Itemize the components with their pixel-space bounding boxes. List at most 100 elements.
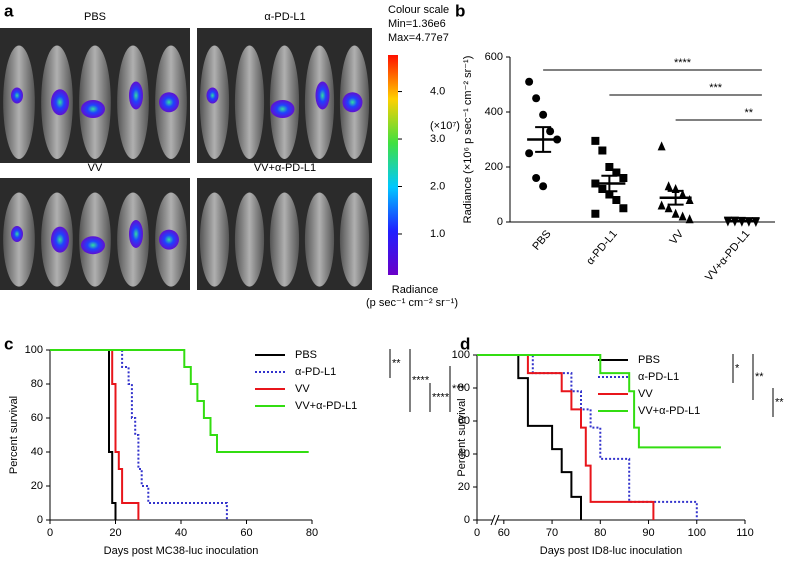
signal [51, 89, 69, 116]
axis-break [494, 514, 500, 526]
survival-line [477, 354, 721, 449]
mouse [304, 192, 335, 287]
significance-label: * [735, 362, 740, 374]
panel-label: c [4, 334, 13, 353]
survival-line [50, 349, 140, 520]
x-tick-label: 60 [498, 527, 510, 539]
legend-label: α-PD-L1 [638, 371, 679, 383]
signal [11, 87, 23, 104]
legend-label: VV [638, 388, 653, 400]
point [657, 141, 666, 151]
x-tick-label: 110 [736, 527, 754, 539]
signal [270, 100, 295, 118]
tick-label: 3.0 [430, 133, 445, 145]
point [605, 190, 614, 199]
signal [342, 92, 363, 113]
group-title: α-PD-L1 [264, 11, 305, 23]
y-tick-label: 40 [31, 446, 43, 458]
y-axis-label: Percent survival [8, 396, 20, 474]
signal [129, 81, 143, 110]
signal [11, 226, 23, 242]
signal [315, 81, 330, 110]
y-tick-label: 600 [485, 51, 503, 63]
point [671, 208, 680, 218]
x-tick-label: 40 [175, 527, 187, 539]
point [591, 136, 600, 145]
survival-line [50, 349, 309, 453]
survival-line [477, 354, 698, 520]
significance-label: ** [775, 396, 784, 408]
y-tick-label: 60 [458, 415, 470, 427]
signal [159, 229, 179, 250]
x-axis-label: Days post MC38-luc inoculation [104, 545, 259, 557]
signal [81, 236, 105, 255]
x-axis-label: Days post ID8-luc inoculation [540, 545, 682, 557]
tick-label: 1.0 [430, 228, 445, 240]
point [612, 168, 621, 177]
colorbar-units: (p sec⁻¹ cm⁻² sr⁻¹) [366, 297, 458, 309]
x-tick-label: 20 [109, 527, 121, 539]
point [619, 204, 628, 213]
signal [51, 226, 69, 253]
group-title: VV [88, 162, 103, 174]
significance-label: ** [744, 107, 753, 119]
tick-label: 2.0 [430, 180, 445, 192]
point [612, 196, 621, 204]
x-tick-label: PBS [530, 228, 553, 253]
significance-label: **** [432, 391, 450, 403]
mouse [234, 192, 265, 287]
point [539, 110, 548, 119]
significance-label: ** [755, 371, 764, 383]
group-title: PBS [84, 11, 106, 23]
point [605, 163, 614, 171]
legend-label: α-PD-L1 [295, 366, 336, 378]
point [678, 211, 687, 221]
x-tick-label: α-PD-L1 [584, 228, 620, 267]
x-tick-label: VV+α-PD-L1 [703, 228, 752, 283]
tick-label: 4.0 [430, 85, 445, 97]
x-tick-label: 0 [47, 527, 53, 539]
mouse [234, 45, 265, 159]
legend-label: PBS [295, 349, 317, 361]
legend-label: PBS [638, 354, 660, 366]
y-axis-label: Percent survival [456, 398, 468, 476]
point [678, 189, 687, 199]
y-tick-label: 100 [452, 349, 470, 361]
y-tick-label: 40 [458, 448, 470, 460]
significance-label: **** [674, 57, 692, 69]
x-tick-label: 80 [594, 527, 606, 539]
x-tick-label: 0 [474, 527, 480, 539]
colorbar [388, 55, 398, 275]
x-tick-label: 80 [306, 527, 318, 539]
group-title: VV+α-PD-L1 [254, 162, 316, 174]
x-tick-label: 100 [688, 527, 706, 539]
point [532, 94, 541, 103]
point [598, 146, 607, 155]
signal [129, 220, 143, 248]
survival-line [477, 354, 655, 520]
y-tick-label: 400 [485, 106, 503, 118]
point [525, 77, 534, 86]
point [546, 127, 555, 136]
y-tick-label: 80 [458, 382, 470, 394]
point [598, 185, 607, 193]
colorbar-title: Colour scale [388, 4, 449, 16]
colorbar-max: Max=4.77e7 [388, 32, 449, 44]
y-tick-label: 20 [31, 480, 43, 492]
legend-label: VV [295, 383, 310, 395]
point [619, 174, 628, 182]
significance-label: *** [452, 383, 466, 395]
colorbar-label: Radiance [392, 284, 438, 296]
y-tick-label: 60 [31, 412, 43, 424]
colorbar-min: Min=1.36e6 [388, 18, 446, 30]
point [664, 181, 673, 191]
point [657, 200, 666, 210]
point [525, 149, 534, 158]
x-tick-label: VV [668, 228, 687, 247]
axis-break [490, 514, 496, 526]
colorbar-multiplier: (×10⁷) [430, 120, 460, 132]
survival-line [50, 349, 117, 520]
legend-label: VV+α-PD-L1 [638, 405, 700, 417]
y-tick-label: 0 [497, 216, 503, 228]
